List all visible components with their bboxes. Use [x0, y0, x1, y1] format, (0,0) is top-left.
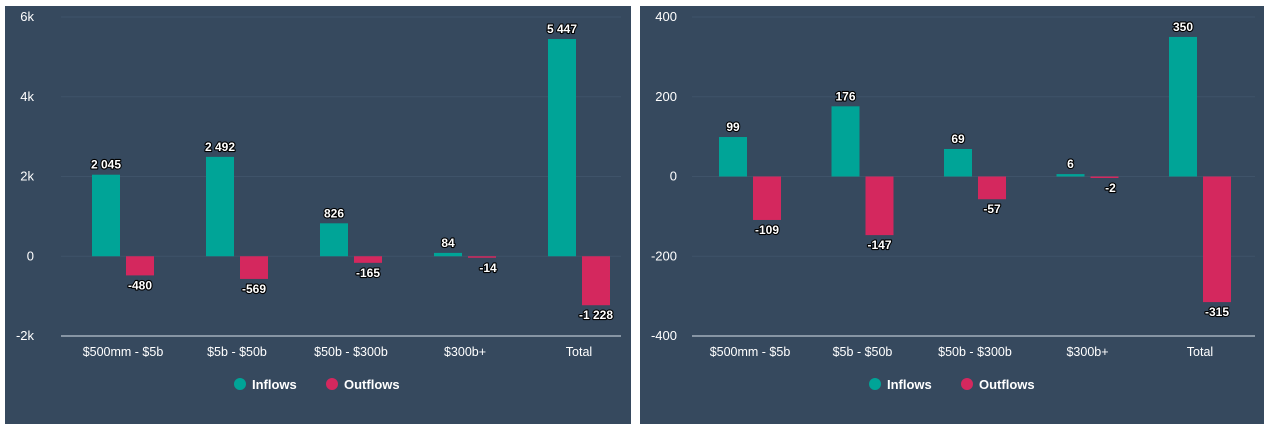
chart-panel-left: 6k 4k 2k 0 -2k 2 045 -480 $500mm - $5b 2 492 -569…	[5, 6, 631, 424]
chart-panel-right: 400 200 0 -200 -400 99 -109 $500mm - $5b 176 -147…	[640, 6, 1264, 424]
inflows-bar	[548, 39, 576, 257]
legend-inflows-label[interactable]: Inflows	[887, 377, 932, 392]
outflows-bar	[468, 256, 496, 258]
y-tick-label: 200	[655, 89, 677, 104]
inflows-data-label: 69	[951, 132, 965, 146]
x-category-label: Total	[566, 345, 592, 359]
outflows-bar	[582, 256, 610, 306]
x-category-label: $5b - $50b	[833, 345, 893, 359]
y-tick-label: 0	[670, 169, 677, 184]
legend-outflows-label[interactable]: Outflows	[979, 377, 1035, 392]
inflows-bar	[831, 106, 860, 177]
y-tick-label: -400	[651, 328, 677, 343]
outflows-data-label: -1 228	[579, 308, 613, 322]
inflows-data-label: 176	[835, 89, 855, 103]
inflows-bar	[1056, 174, 1085, 177]
y-tick-label: 4k	[20, 89, 34, 104]
outflows-data-label: -147	[867, 238, 891, 252]
legend-outflows-marker	[326, 378, 338, 390]
outflows-data-label: -315	[1205, 305, 1229, 319]
outflows-data-label: -57	[983, 202, 1001, 216]
outflows-bar	[865, 176, 894, 236]
chart-right: 400 200 0 -200 -400 99 -109 $500mm - $5b 176 -147…	[651, 9, 1255, 392]
y-tick-label: -200	[651, 248, 677, 263]
inflows-data-label: 5 447	[547, 22, 577, 36]
outflows-bar	[354, 256, 382, 263]
x-category-label: $300b+	[1066, 345, 1108, 359]
legend-inflows-marker	[234, 378, 246, 390]
x-category-label: $500mm - $5b	[83, 345, 164, 359]
inflows-data-label: 84	[441, 236, 455, 250]
inflows-bar	[434, 252, 462, 257]
inflows-bar	[206, 156, 234, 257]
legend-outflows-label[interactable]: Outflows	[344, 377, 400, 392]
inflows-bar	[944, 148, 972, 177]
outflows-bar	[978, 176, 1006, 200]
outflows-data-label: -165	[356, 266, 380, 280]
inflows-bar	[719, 137, 747, 177]
outflows-bar	[1203, 176, 1231, 303]
inflows-data-label: 6	[1067, 157, 1074, 171]
outflows-data-label: -2	[1105, 181, 1116, 195]
inflows-data-label: 826	[324, 206, 344, 220]
y-tick-label: 6k	[20, 9, 34, 24]
x-category-label: $300b+	[444, 345, 486, 359]
legend-outflows-marker	[961, 378, 973, 390]
inflows-bar	[1169, 36, 1197, 177]
inflows-bar	[320, 223, 348, 257]
x-category-label: $50b - $300b	[314, 345, 388, 359]
y-tick-label: 2k	[20, 169, 34, 184]
legend-inflows-label[interactable]: Inflows	[252, 377, 297, 392]
outflows-bar	[753, 176, 781, 220]
y-tick-label: 400	[655, 9, 677, 24]
chart-left: 6k 4k 2k 0 -2k 2 045 -480 $500mm - $5b 2 492 -569…	[16, 9, 621, 392]
inflows-data-label: 99	[726, 120, 740, 134]
inflows-data-label: 2 492	[205, 140, 235, 154]
x-category-label: $5b - $50b	[207, 345, 267, 359]
outflows-bar	[126, 256, 154, 276]
inflows-bar	[92, 174, 120, 257]
y-tick-label: -2k	[16, 328, 35, 343]
x-category-label: Total	[1187, 345, 1213, 359]
y-tick-label: 0	[27, 248, 34, 263]
inflows-data-label: 350	[1173, 20, 1193, 34]
outflows-data-label: -480	[128, 278, 152, 292]
outflows-data-label: -569	[242, 282, 266, 296]
x-category-label: $50b - $300b	[938, 345, 1012, 359]
legend-inflows-marker	[869, 378, 881, 390]
outflows-data-label: -14	[479, 261, 497, 275]
outflows-bar	[240, 256, 268, 279]
outflows-bar	[1090, 176, 1119, 178]
outflows-data-label: -109	[755, 223, 779, 237]
x-category-label: $500mm - $5b	[710, 345, 791, 359]
inflows-data-label: 2 045	[91, 158, 121, 172]
